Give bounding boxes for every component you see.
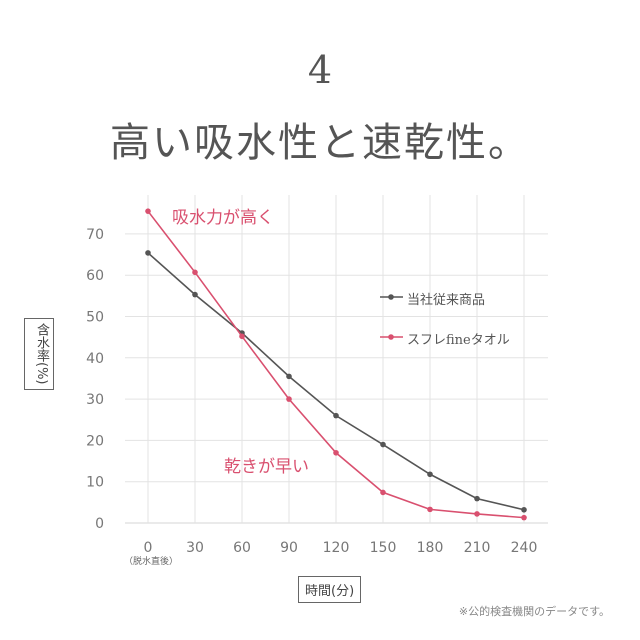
annotation-dry: 乾きが早い bbox=[224, 457, 309, 477]
data-point-0 bbox=[192, 291, 198, 298]
y-axis-label: 含水率(%) bbox=[24, 318, 54, 390]
data-point-0 bbox=[380, 441, 386, 448]
page-title: 高い吸水性と速乾性。 bbox=[110, 120, 530, 166]
data-point-0 bbox=[474, 495, 480, 502]
x-tick-label: 210 bbox=[464, 540, 491, 556]
y-tick-label: 30 bbox=[86, 392, 104, 408]
data-point-1 bbox=[380, 489, 386, 496]
x-tick-label: 120 bbox=[323, 540, 350, 556]
y-tick-label: 40 bbox=[86, 351, 104, 367]
data-point-1 bbox=[192, 269, 198, 276]
footnote: ※公的検査機関のデータです。 bbox=[458, 605, 610, 618]
x-tick-sublabel: （脱水直後） bbox=[124, 557, 179, 567]
y-tick-label: 10 bbox=[86, 475, 104, 491]
x-tick-label: 60 bbox=[233, 540, 251, 556]
y-tick-label: 0 bbox=[95, 516, 104, 532]
x-tick-label: 30 bbox=[186, 540, 204, 556]
data-point-0 bbox=[145, 250, 151, 256]
data-point-1 bbox=[427, 506, 433, 513]
data-point-1 bbox=[474, 511, 480, 517]
data-point-0 bbox=[521, 506, 527, 513]
x-tick-label: 90 bbox=[280, 540, 298, 556]
x-tick-label: 0 bbox=[144, 540, 153, 556]
data-point-1 bbox=[521, 514, 527, 521]
y-tick-label: 50 bbox=[86, 310, 104, 326]
legend-marker-0 bbox=[388, 294, 394, 300]
data-point-0 bbox=[286, 373, 292, 380]
y-tick-label: 60 bbox=[86, 268, 104, 284]
y-tick-label: 70 bbox=[86, 227, 104, 243]
legend-label-0: 当社従来商品 bbox=[407, 293, 486, 308]
data-point-1 bbox=[145, 208, 151, 214]
x-tick-label: 180 bbox=[417, 540, 444, 556]
annotation-absorb: 吸水力が高く bbox=[172, 208, 274, 228]
data-point-1 bbox=[239, 333, 245, 340]
data-point-0 bbox=[427, 471, 433, 478]
legend-marker-1 bbox=[388, 334, 394, 340]
x-tick-label: 240 bbox=[511, 540, 538, 556]
data-point-0 bbox=[333, 412, 339, 419]
legend-label-1: スフレfineタオル bbox=[407, 333, 510, 348]
section-number: 4 bbox=[307, 48, 333, 92]
y-tick-label: 20 bbox=[86, 433, 104, 449]
x-axis-label: 時間(分) bbox=[298, 576, 362, 603]
data-point-1 bbox=[286, 396, 292, 402]
data-point-1 bbox=[333, 449, 339, 456]
x-tick-label: 150 bbox=[370, 540, 397, 556]
